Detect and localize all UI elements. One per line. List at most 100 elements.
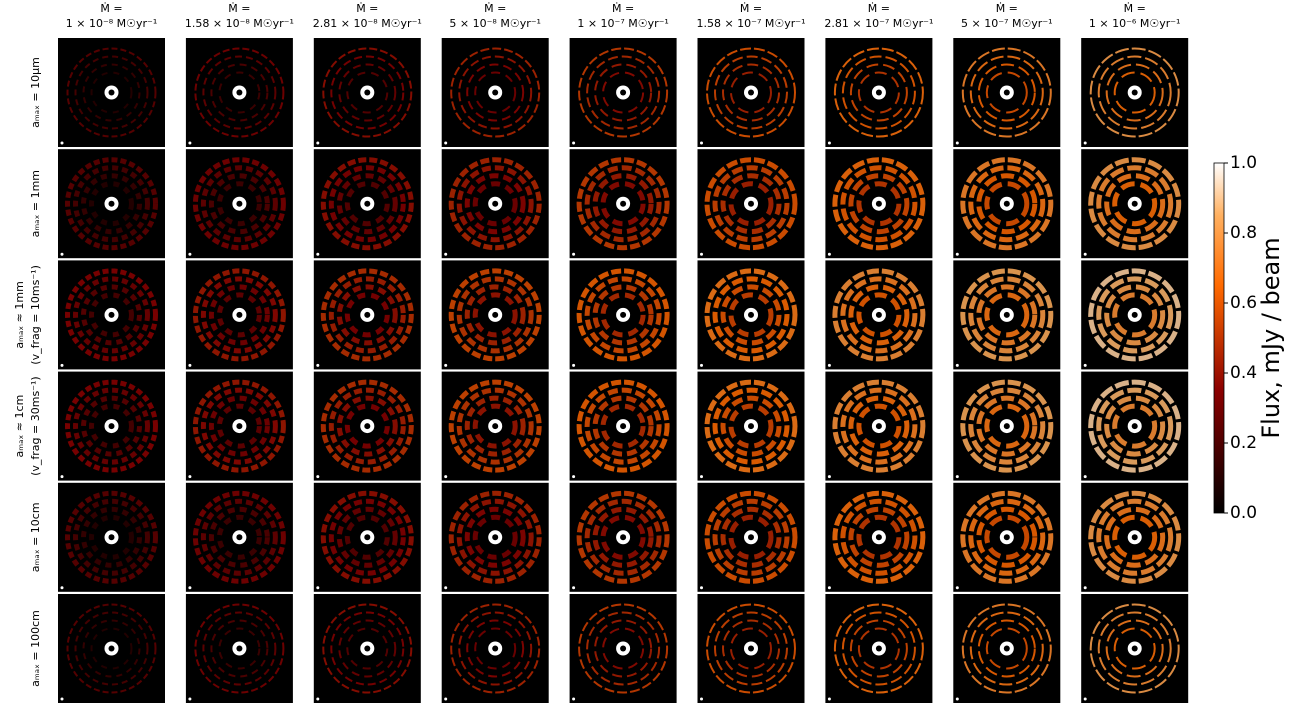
disk-hole (1003, 534, 1010, 541)
beam (827, 252, 831, 256)
disk-ring (65, 490, 158, 584)
disk-ring (968, 498, 1046, 576)
disk-image (697, 594, 805, 703)
disk-ring (714, 55, 788, 130)
disk-ring (857, 71, 900, 114)
disk-ring (728, 403, 774, 449)
beam (316, 141, 320, 145)
disk-ring (841, 55, 916, 130)
disk-ring (66, 603, 157, 694)
beam (1083, 252, 1087, 256)
disk-ring (985, 627, 1028, 670)
disk-hole (108, 645, 115, 652)
colorbar (1213, 162, 1225, 514)
disk-image (1081, 594, 1189, 703)
disk-ring (602, 627, 645, 670)
disk-ring (90, 627, 133, 670)
disk-ring (200, 498, 278, 576)
column-title: 2.81 × 10⁻⁸ M☉yr⁻¹ (313, 17, 422, 30)
disk-ring (466, 619, 525, 678)
disk-ring (832, 157, 926, 251)
beam (700, 252, 703, 256)
disk-ring (194, 47, 285, 138)
disk-ring (82, 619, 141, 678)
disk-image (185, 38, 293, 147)
disk-image (58, 594, 165, 703)
disk-ring (338, 619, 397, 678)
disk-ring (328, 276, 406, 354)
disk-ring (704, 379, 798, 473)
disk-hole (236, 534, 243, 541)
disk-ring (576, 379, 670, 473)
disk-image (697, 260, 805, 370)
disk-ring (1104, 284, 1166, 346)
beam (316, 697, 320, 701)
disk-ring (464, 395, 526, 457)
disk-ring (984, 514, 1030, 560)
disk-ring (456, 387, 534, 465)
column-title: Ṁ = (100, 2, 122, 15)
beam (955, 697, 959, 701)
disk-hole (364, 311, 371, 318)
colorbar-label: Flux, mJy / beam (1257, 237, 1285, 438)
disk-ring (73, 276, 150, 354)
row-label: aₘₐₓ ≈ 1cm (13, 395, 26, 458)
disk-ring (841, 611, 916, 686)
disk-ring (216, 514, 262, 560)
disk-ring (322, 47, 413, 138)
row-label: aₘₐₓ = 1mm (29, 170, 42, 237)
disk-image (313, 594, 421, 703)
disk-hole (1003, 311, 1010, 318)
disk-ring (1112, 514, 1158, 560)
beam (60, 586, 64, 590)
column-title: Ṁ = (612, 2, 634, 15)
disk-hole (108, 89, 115, 96)
disk-ring (968, 387, 1046, 465)
disk-ring (968, 165, 1046, 243)
disk-ring (472, 181, 518, 227)
disk-ring (730, 627, 772, 670)
disk-ring (720, 173, 782, 235)
disk-image (441, 594, 549, 703)
beam (572, 141, 576, 145)
disk-ring (330, 55, 405, 130)
disk-ring (216, 292, 262, 338)
disk-ring (1088, 157, 1182, 251)
disk-ring (464, 173, 526, 235)
disk-ring (1112, 403, 1158, 449)
disk-image (441, 149, 549, 259)
disk-ring (81, 506, 142, 568)
disk-ring (89, 181, 134, 227)
disk-ring (832, 490, 926, 584)
disk-ring (450, 47, 541, 138)
disk-ring (840, 165, 918, 243)
disk-hole (1131, 645, 1138, 652)
disk-hole (108, 200, 115, 207)
disk-image (313, 482, 421, 592)
row-label: (v_frag = 30ms⁻¹) (29, 376, 42, 476)
disk-ring (706, 47, 796, 138)
disk-ring (450, 603, 541, 694)
disk-ring (208, 395, 270, 457)
colorbar-tick-label: 1.0 (1230, 153, 1257, 173)
disk-ring (592, 284, 654, 346)
disk-image (58, 260, 165, 370)
disk-ring (602, 71, 645, 114)
disk-ring (192, 379, 286, 473)
disk-ring (712, 498, 790, 576)
disk-ring (840, 276, 918, 354)
disk-ring (1089, 47, 1180, 138)
disk-hole (364, 423, 371, 430)
disk-ring (344, 403, 390, 449)
disk-image (825, 38, 933, 147)
disk-ring (848, 173, 910, 235)
disk-image (825, 371, 933, 481)
disk-ring (1112, 181, 1158, 227)
beam (572, 697, 576, 701)
disk-ring (1088, 379, 1182, 473)
disk-hole (236, 423, 243, 430)
disk-image (185, 371, 293, 481)
disk-image (569, 149, 677, 259)
disk-ring (704, 268, 798, 362)
beam (316, 363, 320, 367)
